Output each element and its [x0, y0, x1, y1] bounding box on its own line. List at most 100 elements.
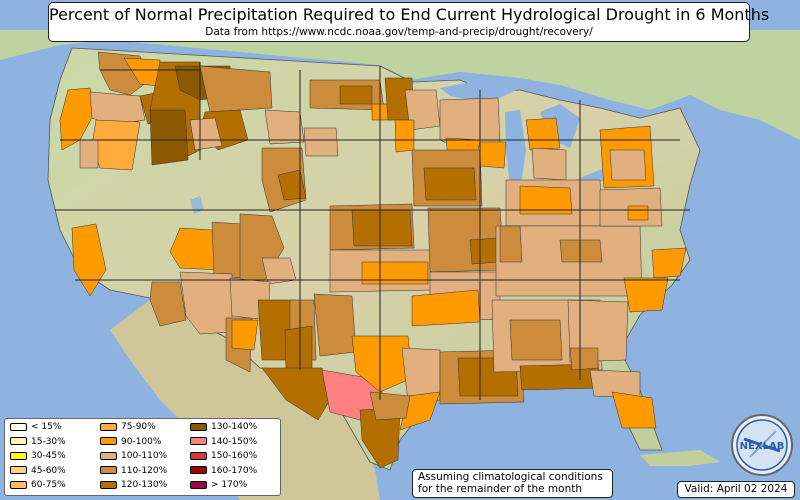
- legend-swatch: [190, 422, 207, 431]
- lake-huron: [540, 104, 580, 148]
- legend-label: > 170%: [211, 480, 248, 490]
- region-tx-south2: [369, 391, 411, 421]
- map-subtitle: Data from https://www.ncdc.noaa.gov/temp…: [205, 26, 593, 38]
- region-ia-dark: [423, 167, 477, 201]
- legend-label: 75-90%: [121, 422, 156, 432]
- lake-michigan: [505, 110, 526, 192]
- legend-item: 160-170%: [190, 466, 257, 477]
- region-ga-dark: [569, 347, 599, 371]
- legend-label: 90-100%: [121, 436, 162, 447]
- map-title: Percent of Normal Precipitation Required…: [49, 5, 770, 24]
- legend-item: > 170%: [190, 480, 247, 491]
- region-ny-tan: [609, 149, 647, 181]
- legend-swatch: [100, 422, 117, 431]
- legend-swatch: [10, 480, 27, 489]
- legend-label: 120-130%: [121, 480, 168, 490]
- note-line-2: for the remainder of the month: [418, 483, 583, 495]
- region-ok-orange: [411, 289, 481, 327]
- legend-label: 60-75%: [31, 480, 66, 490]
- legend-swatch: [10, 437, 27, 445]
- legend-label: 30-45%: [31, 451, 66, 461]
- note-line-1: Assuming climatological conditions: [418, 471, 603, 483]
- valid-date: Valid: April 02 2024: [677, 481, 795, 498]
- legend-item: 30-45%: [10, 451, 66, 462]
- cuba-island: [640, 450, 720, 466]
- region-ca-north: [91, 119, 141, 171]
- region-tx-coast: [399, 391, 441, 431]
- region-tx-panhandle: [313, 293, 357, 357]
- legend-swatch: [100, 480, 117, 489]
- legend-item: 150-160%: [190, 451, 257, 462]
- region-mt-east: [264, 109, 305, 145]
- legend-item: 75-90%: [100, 422, 156, 433]
- region-ca-valley: [71, 223, 107, 297]
- region-ks-orange: [361, 261, 429, 285]
- region-tn-dark: [559, 239, 603, 263]
- region-ca-north2: [79, 139, 99, 169]
- drought-regions: [59, 51, 687, 469]
- legend-item: 120-130%: [100, 480, 167, 491]
- legend-item: 130-140%: [190, 422, 257, 433]
- legend: < 15% 15-30% 30-45% 45-60% 60-75% 75-90% 90-10…: [4, 418, 281, 496]
- legend-item: 100-110%: [100, 451, 167, 462]
- legend-label: 140-150%: [211, 436, 258, 447]
- legend-item: 140-150%: [190, 437, 257, 448]
- legend-swatch: [190, 451, 207, 460]
- legend-label: < 15%: [31, 422, 62, 432]
- legend-swatch: [100, 451, 117, 460]
- legend-label: 130-140%: [211, 422, 258, 432]
- legend-label: 160-170%: [211, 465, 258, 476]
- legend-swatch: [100, 466, 117, 474]
- region-tx-west: [261, 367, 331, 421]
- legend-item: 15-30%: [10, 437, 66, 448]
- region-nm-se: [284, 325, 313, 371]
- legend-label: 100-110%: [121, 451, 168, 461]
- legend-item: 60-75%: [10, 480, 66, 491]
- legend-label: 150-160%: [211, 451, 258, 461]
- region-fl-orange: [611, 391, 657, 429]
- region-sc: [623, 277, 669, 313]
- region-tx-north: [351, 335, 413, 393]
- legend-label: 110-120%: [121, 465, 168, 476]
- region-pa-orange: [627, 205, 649, 221]
- region-mn-east: [394, 119, 415, 153]
- region-ky-tn-dark: [499, 225, 523, 263]
- region-nd-central: [339, 85, 373, 105]
- canada-land: [0, 30, 800, 140]
- state-boundaries: [55, 62, 690, 400]
- region-in-oh-orange: [519, 185, 573, 215]
- region-nc-coast: [651, 247, 687, 279]
- legend-item: < 15%: [10, 422, 61, 433]
- region-az-central: [179, 271, 233, 335]
- region-mi-lp: [525, 117, 561, 151]
- region-ut-central: [169, 227, 221, 271]
- legend-swatch: [190, 466, 207, 474]
- legend-swatch: [10, 466, 27, 474]
- legend-swatch: [190, 480, 207, 489]
- legend-item: 45-60%: [10, 466, 66, 477]
- logo-text: NEXLAB: [740, 441, 785, 452]
- region-mt-central: [199, 65, 273, 113]
- mexico-land: [110, 300, 380, 500]
- legend-swatch: [100, 437, 117, 445]
- title-box: Percent of Normal Precipitation Required…: [48, 2, 770, 42]
- region-ne-dark: [351, 209, 413, 247]
- region-ga: [567, 299, 629, 363]
- legend-swatch: [10, 451, 27, 460]
- legend-label: 15-30%: [31, 436, 66, 447]
- climatology-note: Assuming climatological conditions for t…: [412, 469, 613, 498]
- legend-item: 90-100%: [100, 437, 161, 448]
- legend-item: 110-120%: [100, 466, 167, 477]
- region-sd-west: [303, 127, 339, 157]
- region-az-west: [149, 281, 187, 327]
- region-nm-orange: [231, 319, 259, 351]
- nexlab-logo: NEXLAB: [731, 414, 793, 476]
- region-il-orange: [479, 141, 507, 169]
- legend-swatch: [10, 422, 27, 431]
- region-ms-al2: [509, 319, 563, 361]
- region-mi-lp2: [531, 147, 567, 181]
- region-id-south: [149, 109, 189, 166]
- region-mo-dark: [469, 237, 501, 265]
- region-wy-south: [277, 169, 307, 201]
